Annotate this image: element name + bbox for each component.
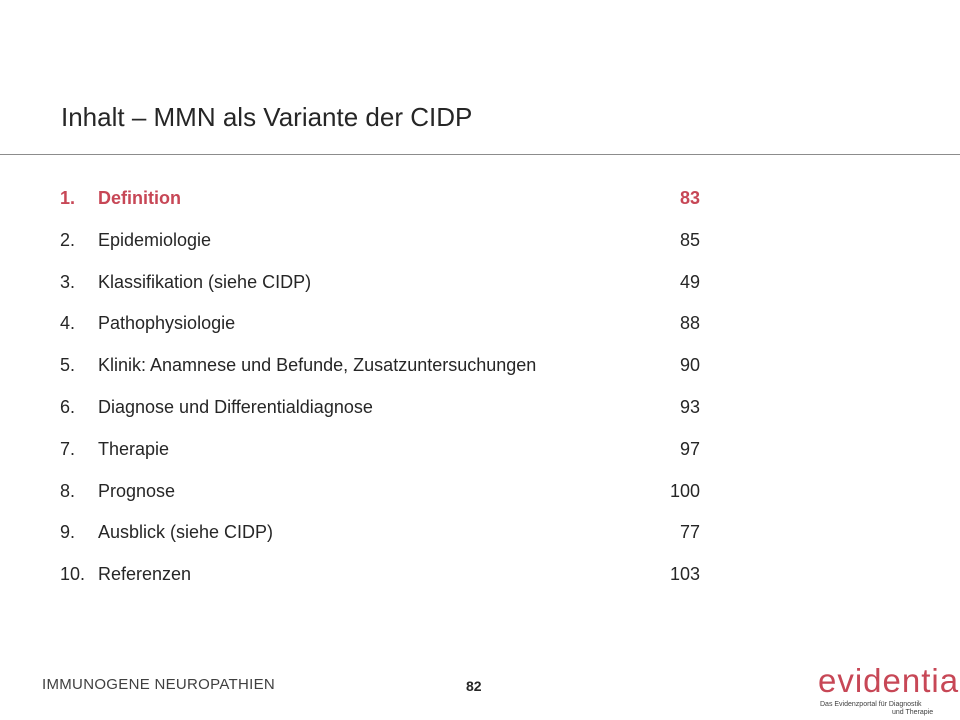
- toc-item-page: 83: [679, 188, 700, 208]
- toc-item-number: 4.: [60, 313, 76, 334]
- toc-item-label: Referenzen: [98, 564, 192, 585]
- toc-item-number: 7.: [60, 438, 76, 459]
- logo-wordmark: evidentia: [818, 662, 960, 699]
- toc-item-number: 8.: [60, 480, 76, 501]
- toc-item-label: Diagnose und Differentialdiagnose: [98, 396, 373, 417]
- toc-item-page: 93: [679, 396, 700, 417]
- toc-item-prognose[interactable]: 8. Prognose 100: [60, 476, 700, 518]
- toc-item-page: 49: [679, 271, 700, 292]
- toc-item-number: 10.: [60, 564, 86, 585]
- toc-item-label: Ausblick (siehe CIDP): [98, 522, 274, 543]
- toc-item-referenzen[interactable]: 10. Referenzen 103: [60, 559, 700, 601]
- toc-item-therapie[interactable]: 7. Therapie 97: [60, 434, 700, 476]
- toc-item-number: 5.: [60, 355, 76, 376]
- toc-item-ausblick[interactable]: 9. Ausblick (siehe CIDP) 77: [60, 517, 700, 559]
- toc-item-page: 103: [669, 564, 700, 585]
- footer-page-number: 82: [466, 678, 482, 694]
- toc-item-number: 1.: [60, 188, 76, 208]
- toc-item-page: 97: [679, 438, 700, 459]
- evidentia-logo: evidentia Das Evidenzportal für Diagnost…: [818, 662, 958, 716]
- toc-item-label: Pathophysiologie: [98, 313, 236, 334]
- toc-item-label: Prognose: [98, 480, 176, 501]
- footer-section-title: IMMUNOGENE NEUROPATHIEN: [42, 676, 276, 693]
- toc-item-label: Definition: [98, 188, 181, 208]
- toc-item-klinik[interactable]: 5. Klinik: Anamnese und Befunde, Zusatzu…: [60, 350, 700, 392]
- logo-tagline-line1: Das Evidenzportal für Diagnostik: [820, 701, 922, 708]
- page-title: Inhalt – MMN als Variante der CIDP: [61, 102, 473, 132]
- table-of-contents: 1. Definition 83 2. Epidemiologie 85 3. …: [60, 183, 700, 601]
- toc-item-epidemiologie[interactable]: 2. Epidemiologie 85: [60, 225, 700, 267]
- toc-item-page: 88: [679, 313, 700, 334]
- toc-item-pathophysiologie[interactable]: 4. Pathophysiologie 88: [60, 308, 700, 350]
- logo-tagline-line2: und Therapie: [892, 709, 934, 716]
- toc-item-label: Therapie: [98, 438, 170, 459]
- title-divider: [0, 154, 960, 155]
- toc-item-definition[interactable]: 1. Definition 83: [60, 183, 700, 225]
- toc-item-page: 90: [679, 355, 700, 376]
- toc-item-number: 2.: [60, 229, 76, 250]
- toc-item-page: 100: [669, 480, 700, 501]
- toc-item-number: 9.: [60, 522, 76, 543]
- toc-item-label: Klinik: Anamnese und Befunde, Zusatzunte…: [98, 355, 537, 376]
- toc-item-diagnose[interactable]: 6. Diagnose und Differentialdiagnose 93: [60, 392, 700, 434]
- toc-item-page: 85: [679, 229, 700, 250]
- toc-item-label: Epidemiologie: [98, 229, 212, 250]
- toc-item-number: 3.: [60, 271, 76, 292]
- toc-item-klassifikation[interactable]: 3. Klassifikation (siehe CIDP) 49: [60, 267, 700, 309]
- toc-item-page: 77: [679, 522, 700, 543]
- toc-item-number: 6.: [60, 396, 76, 417]
- toc-item-label: Klassifikation (siehe CIDP): [98, 271, 312, 292]
